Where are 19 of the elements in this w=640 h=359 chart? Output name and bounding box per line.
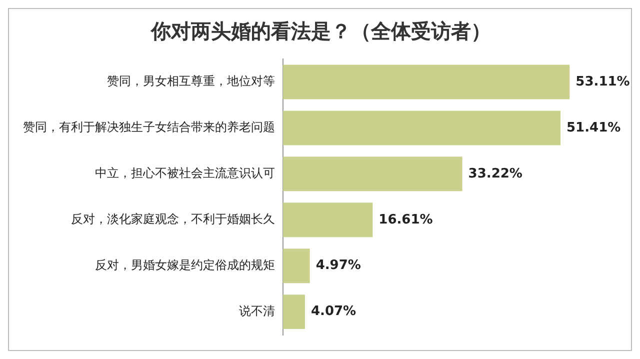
bar [283, 64, 570, 100]
bar [283, 110, 560, 146]
bar [283, 294, 305, 330]
bar [283, 202, 373, 238]
y-tick-label: 赞同，男女相互尊重，地位对等 [107, 74, 275, 88]
data-label: 4.07% [310, 304, 356, 320]
y-tick-label: 说不清 [239, 304, 275, 318]
y-tick-label: 赞同，有利于解决独生子女结合带来的养老问题 [23, 120, 275, 134]
data-label: 4.97% [316, 258, 361, 274]
y-tick-label: 中立，担心不被社会主流意识认可 [95, 166, 275, 180]
bar [283, 156, 462, 192]
y-tick-label: 反对，淡化家庭观念，不利于婚姻长久 [71, 212, 275, 226]
data-label: 53.11% [576, 74, 630, 90]
data-label: 16.61% [378, 212, 433, 228]
data-label: 33.22% [468, 166, 522, 182]
y-tick-label: 反对，男婚女嫁是约定俗成的规矩 [95, 258, 275, 272]
chart-title: 你对两头婚的看法是？（全体受访者） [150, 19, 491, 44]
data-label: 51.41% [566, 120, 621, 136]
bar [283, 248, 310, 284]
